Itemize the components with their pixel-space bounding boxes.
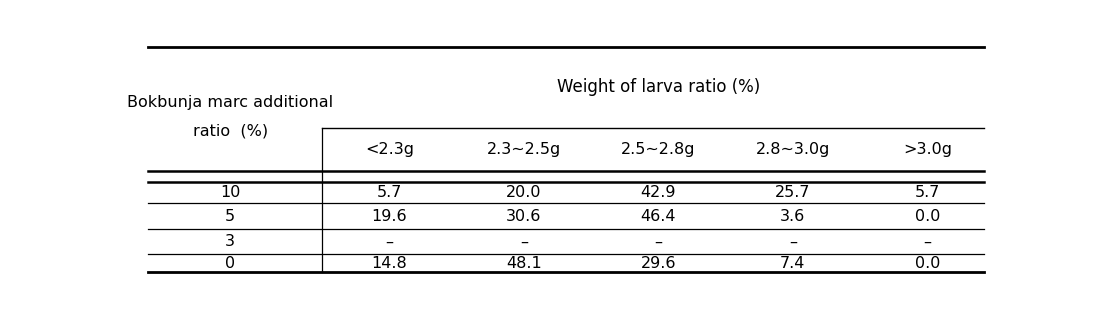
Text: 19.6: 19.6 bbox=[371, 209, 408, 224]
Text: >3.0g: >3.0g bbox=[903, 142, 951, 157]
Text: 30.6: 30.6 bbox=[506, 209, 541, 224]
Text: 42.9: 42.9 bbox=[641, 185, 676, 200]
Text: –: – bbox=[789, 234, 797, 249]
Text: 5: 5 bbox=[225, 209, 235, 224]
Text: 46.4: 46.4 bbox=[641, 209, 676, 224]
Text: –: – bbox=[386, 234, 393, 249]
Text: 2.3∼2.5g: 2.3∼2.5g bbox=[487, 142, 561, 157]
Text: <2.3g: <2.3g bbox=[365, 142, 414, 157]
Text: Weight of larva ratio (%): Weight of larva ratio (%) bbox=[557, 78, 760, 96]
Text: 0: 0 bbox=[225, 256, 235, 271]
Text: Bokbunja marc additional: Bokbunja marc additional bbox=[127, 95, 334, 110]
Text: –: – bbox=[924, 234, 932, 249]
Text: 20.0: 20.0 bbox=[506, 185, 541, 200]
Text: 48.1: 48.1 bbox=[506, 256, 541, 271]
Text: 29.6: 29.6 bbox=[641, 256, 676, 271]
Text: ratio  (%): ratio (%) bbox=[192, 123, 267, 138]
Text: 0.0: 0.0 bbox=[915, 209, 940, 224]
Text: –: – bbox=[520, 234, 528, 249]
Text: 2.8∼3.0g: 2.8∼3.0g bbox=[756, 142, 830, 157]
Text: 3: 3 bbox=[225, 234, 235, 249]
Text: 25.7: 25.7 bbox=[775, 185, 811, 200]
Text: 10: 10 bbox=[220, 185, 241, 200]
Text: 0.0: 0.0 bbox=[915, 256, 940, 271]
Text: 7.4: 7.4 bbox=[780, 256, 806, 271]
Text: 5.7: 5.7 bbox=[377, 185, 402, 200]
Text: 3.6: 3.6 bbox=[780, 209, 806, 224]
Text: 2.5∼2.8g: 2.5∼2.8g bbox=[621, 142, 696, 157]
Text: –: – bbox=[654, 234, 662, 249]
Text: 5.7: 5.7 bbox=[915, 185, 940, 200]
Text: 14.8: 14.8 bbox=[371, 256, 408, 271]
